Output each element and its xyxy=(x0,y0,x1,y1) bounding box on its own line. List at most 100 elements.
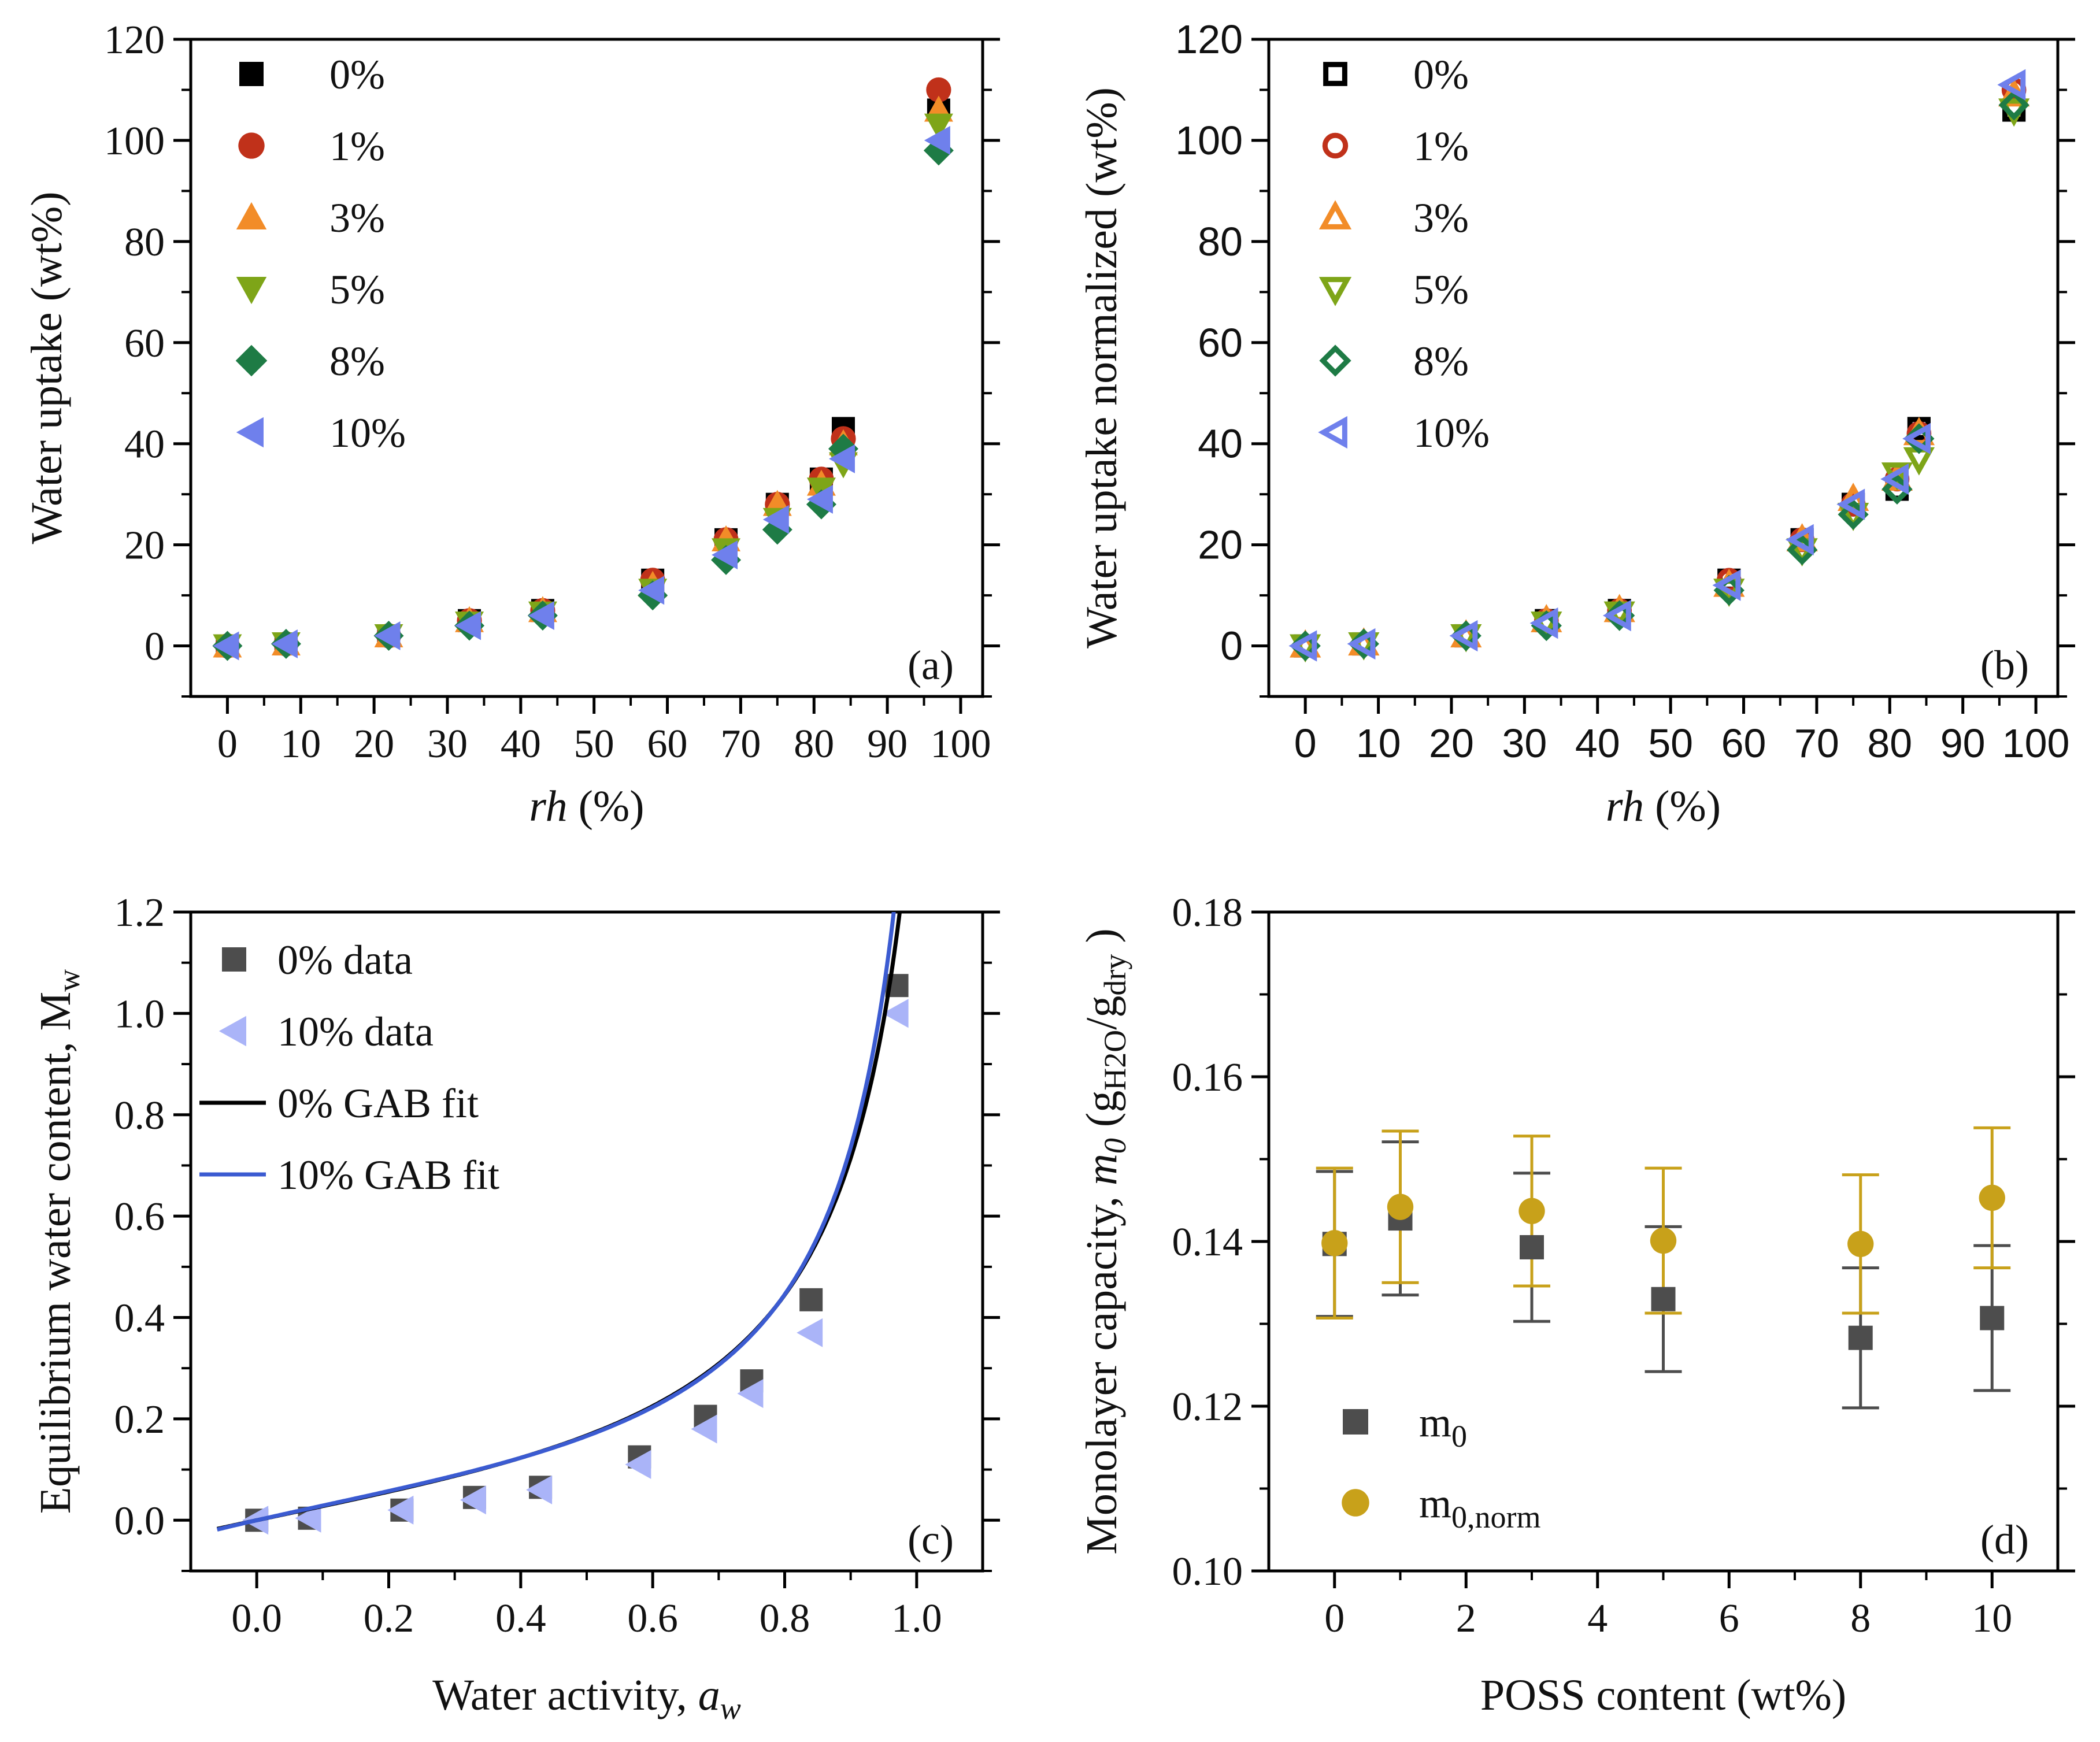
data-point-m0 xyxy=(1848,1325,1873,1350)
x-axis-label: Water activity, aw xyxy=(432,1671,741,1726)
x-tick-label: 100 xyxy=(930,722,991,766)
data-point-10pct-data xyxy=(737,1379,764,1409)
y-tick-label: 0.10 xyxy=(1172,1550,1243,1594)
y-axis-label: Monolayer capacity, m0 (gH2O/gdry ) xyxy=(1077,928,1132,1554)
data-point-10pct xyxy=(271,629,298,659)
x-tick-label: 70 xyxy=(720,722,761,766)
y-tick-label: 0.8 xyxy=(114,1094,165,1138)
legend-label: 3% xyxy=(329,195,385,241)
x-tick-label: 0 xyxy=(1294,721,1317,766)
x-tick-label: 0.2 xyxy=(364,1596,414,1641)
data-point-10pct xyxy=(1902,422,1931,455)
legend-label: 8% xyxy=(1413,338,1469,384)
y-tick-label: 0.18 xyxy=(1172,891,1243,935)
panel-label: (a) xyxy=(908,642,954,688)
y-tick-label: 100 xyxy=(1175,118,1243,163)
data-point-m0-norm xyxy=(1847,1230,1874,1257)
panel-b: 0 10 20 30 40 50 60 70 80 90 100 0 20 40 60 80 100 120 (b)… xyxy=(1077,17,2075,831)
data-point-m0 xyxy=(1520,1235,1544,1259)
y-tick-label: 20 xyxy=(1198,522,1243,568)
data-point-10pct-data xyxy=(625,1450,651,1479)
gab-fit-line xyxy=(216,912,902,1531)
x-tick-label: 50 xyxy=(574,722,614,766)
legend-marker xyxy=(1318,277,1352,306)
legend-marker xyxy=(218,1015,246,1047)
x-tick-label: 40 xyxy=(501,722,541,766)
legend-label: 0% xyxy=(1413,51,1469,98)
x-tick-label: 40 xyxy=(1575,721,1620,766)
legend-label: 10% xyxy=(1413,410,1490,456)
y-tick-label: 40 xyxy=(124,422,165,467)
x-tick-label: 0.6 xyxy=(627,1596,678,1641)
x-axis-label: POSS content (wt%) xyxy=(1480,1671,1846,1719)
x-tick-label: 0.0 xyxy=(231,1596,282,1641)
x-tick-label: 0.8 xyxy=(760,1596,810,1641)
x-axis-label: rh (%) xyxy=(529,782,644,831)
data-point-10pct xyxy=(828,444,855,473)
y-tick-label: 0.12 xyxy=(1172,1385,1243,1429)
panel-c: 0.0 0.2 0.4 0.6 0.8 1.0 0.0 0.2 0.4 0.6 0.8 1.0 1.2 (… xyxy=(31,891,1000,1726)
data-point-10pct xyxy=(638,576,665,605)
panel-a: 0 10 20 30 40 50 60 70 80 90 100 0 20 40 60 80 100 120 (a)… xyxy=(23,18,1000,831)
x-tick-label: 20 xyxy=(1429,721,1474,766)
data-point-8pct xyxy=(1998,90,2029,121)
legend-label: 5% xyxy=(329,266,385,313)
legend-marker xyxy=(1318,416,1347,449)
y-tick-label: 80 xyxy=(1198,219,1243,264)
x-tick-label: 6 xyxy=(1719,1596,1739,1641)
x-tick-label: 100 xyxy=(2002,721,2070,766)
data-point-m0-norm xyxy=(1321,1230,1348,1257)
legend-marker xyxy=(239,62,264,86)
data-point-10pct xyxy=(1347,628,1376,660)
y-tick-label: 0 xyxy=(1220,624,1243,669)
plot-frame xyxy=(1267,38,2060,698)
y-tick-label: 120 xyxy=(1175,17,1243,62)
y-tick-label: 40 xyxy=(1198,421,1243,466)
data-point-10pct xyxy=(455,611,482,640)
data-point-10pct-data xyxy=(882,999,909,1028)
x-axis-label: rh (%) xyxy=(1606,782,1721,831)
x-tick-label: 20 xyxy=(354,722,394,766)
y-tick-label: 0.16 xyxy=(1172,1055,1243,1100)
data-point-10pct xyxy=(374,621,401,651)
legend-marker xyxy=(236,277,267,305)
x-tick-label: 1.0 xyxy=(891,1596,942,1641)
x-tick-label: 30 xyxy=(1502,721,1547,766)
y-tick-label: 0.14 xyxy=(1172,1220,1243,1265)
legend-marker xyxy=(1343,1409,1368,1435)
data-point-m0 xyxy=(1980,1306,2005,1330)
panel-d: 0 2 4 6 8 10 0.10 0.12 0.14 0.16 0.18 (d) m0 m0,norm P… xyxy=(1077,891,2075,1719)
x-tick-label: 0 xyxy=(217,722,238,766)
x-tick-label: 80 xyxy=(1867,721,1912,766)
data-point-10pct-data xyxy=(387,1495,414,1525)
legend-label: 3% xyxy=(1413,195,1469,241)
data-point-m0-norm xyxy=(1387,1194,1414,1220)
panel-label: (c) xyxy=(908,1517,954,1563)
data-point-10pct xyxy=(806,484,833,514)
x-tick-label: 0 xyxy=(1324,1596,1345,1641)
data-point-10pct xyxy=(1712,569,1741,601)
legend-label: m0,norm xyxy=(1419,1480,1541,1535)
y-tick-label: 60 xyxy=(1198,320,1243,365)
x-tick-label: 30 xyxy=(427,722,468,766)
y-tick-label: 0.0 xyxy=(114,1499,165,1543)
legend-marker xyxy=(236,417,264,448)
data-point-10pct xyxy=(762,505,789,534)
y-axis-label: Equilibrium water content, Mw xyxy=(31,969,86,1514)
panel-label: (b) xyxy=(1980,642,2029,688)
legend-label: 8% xyxy=(329,338,385,384)
data-point-10pct-data xyxy=(460,1485,486,1515)
y-axis-label: Water uptake normalized (wt%) xyxy=(1077,87,1126,648)
x-tick-label: 80 xyxy=(794,722,834,766)
data-point-m0-norm xyxy=(1979,1184,2005,1211)
data-point-1pct xyxy=(926,77,951,103)
legend-marker xyxy=(1319,344,1351,377)
y-tick-label: 20 xyxy=(124,524,165,568)
data-point-10pct-data xyxy=(295,1503,321,1533)
y-tick-label: 1.2 xyxy=(114,891,165,935)
y-tick-label: 120 xyxy=(104,18,165,62)
data-point-10pct xyxy=(1529,607,1558,639)
legend-label: 10% GAB fit xyxy=(277,1152,499,1198)
data-point-5pct xyxy=(924,113,953,140)
data-point-10pct-data xyxy=(526,1475,553,1504)
